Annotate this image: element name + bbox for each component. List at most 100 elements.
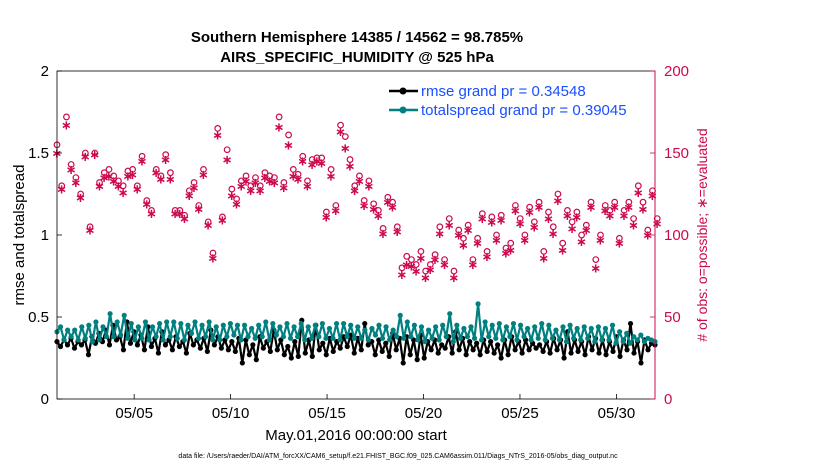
totalspread-point [482, 319, 488, 325]
totalspread-point [75, 337, 81, 343]
rmse-point [253, 357, 259, 363]
rmse-point [428, 347, 434, 353]
totalspread-point [553, 327, 559, 333]
totalspread-point [592, 339, 598, 345]
totalspread-point [263, 319, 269, 325]
obs-possible-point [242, 172, 250, 180]
obs-evaluated-point: ∗ [557, 243, 568, 258]
totalspread-point [503, 324, 509, 330]
totalspread-point [125, 335, 131, 341]
obs-possible-point [398, 264, 406, 272]
obs-evaluated-point: ∗ [567, 222, 578, 237]
rmse-point [362, 320, 368, 327]
totalspread-point [330, 335, 336, 341]
totalspread-point [588, 325, 594, 332]
obs-possible-point [601, 202, 609, 209]
obs-evaluated-point: ∗ [174, 207, 185, 222]
rmse-point [379, 348, 385, 355]
totalspread-point [634, 337, 640, 343]
totalspread-point [397, 312, 403, 318]
rmse-point [638, 360, 644, 366]
obs-evaluated-point: ∗ [335, 125, 346, 140]
obs-possible-point [171, 206, 179, 214]
totalspread-point [178, 320, 184, 327]
totalspread-point [581, 324, 587, 330]
obs-evaluated-point: ∗ [156, 173, 167, 188]
obs-possible-point [374, 206, 382, 214]
rmse-point [250, 342, 256, 348]
obs-evaluated-point: ∗ [623, 201, 634, 216]
rmse-point [162, 342, 169, 348]
obs-possible-point [275, 113, 283, 121]
obs-possible-point [408, 256, 415, 264]
obs-possible-point [578, 231, 586, 239]
obs-evaluated-point: ∗ [482, 250, 493, 265]
rmse-point [463, 352, 469, 358]
obs-evaluated-point: ∗ [553, 194, 564, 209]
obs-evaluated-point: ∗ [203, 219, 214, 234]
totalspread-point [309, 335, 315, 341]
y-ticks-right: 0 50 100 150 200 [650, 63, 689, 408]
obs-possible-point [483, 247, 491, 255]
obs-evaluated-point: ∗ [491, 233, 502, 248]
obs-evaluated-point: ∗ [236, 179, 247, 194]
totalspread-point [280, 334, 287, 340]
totalspread-point [195, 335, 202, 341]
obs-possible-point [507, 239, 515, 247]
totalspread-point [160, 337, 166, 343]
obs-evaluated-point: ∗ [430, 253, 441, 268]
x-tick-label: 05/20 [405, 405, 443, 422]
obs-possible-point [100, 169, 108, 177]
y-tick-label-right: 0 [664, 391, 672, 408]
totalspread-point [422, 339, 428, 345]
totalspread-point [107, 311, 113, 317]
totalspread-point [174, 335, 180, 341]
totalspread-point [606, 337, 612, 343]
rmse-point [386, 353, 392, 359]
totalspread-point [164, 319, 170, 325]
obs-possible-point [72, 174, 80, 182]
totalspread-point [571, 335, 577, 341]
rmse-point [491, 350, 497, 356]
rmse-point [540, 348, 546, 355]
obs-possible-point [327, 165, 335, 173]
obs-possible-point [304, 177, 311, 185]
rmse-point [134, 342, 141, 348]
obs-evaluated-point: ∗ [453, 229, 464, 244]
totalspread-point [295, 334, 301, 340]
rmse-point [589, 347, 595, 353]
obs-evaluated-point: ∗ [529, 220, 540, 235]
obs-evaluated-point: ∗ [122, 169, 133, 184]
obs-evaluated-point: ∗ [633, 186, 644, 201]
obs-possible-point [535, 198, 543, 206]
rmse-point [281, 352, 287, 358]
obs-possible-point [445, 215, 453, 223]
obs-evaluated-point: ∗ [269, 176, 280, 191]
obs-evaluated-point: ∗ [132, 183, 143, 198]
totalspread-point [287, 335, 294, 341]
totalspread-point [72, 327, 78, 333]
totalspread-point [348, 322, 354, 328]
totalspread-point [82, 335, 88, 341]
totalspread-point [471, 335, 478, 341]
rmse-point [71, 345, 78, 351]
totalspread-point [217, 337, 223, 343]
obs-evaluated-point: ∗ [75, 191, 86, 206]
legend-marker-totalspread [399, 106, 407, 114]
obs-evaluated-point: ∗ [283, 138, 294, 153]
rmse-point [505, 352, 511, 358]
rmse-point [442, 345, 448, 351]
obs-possible-point [606, 206, 614, 214]
obs-evaluated-point: ∗ [382, 196, 393, 211]
rmse-point [456, 347, 462, 353]
obs-evaluated-point: ∗ [198, 168, 209, 183]
obs-possible-point [337, 121, 344, 129]
rmse-line [56, 319, 656, 364]
obs-possible-point [502, 244, 510, 252]
totalspread-point [408, 334, 414, 340]
obs-evaluated-point: ∗ [118, 186, 129, 201]
obs-evaluated-point: ∗ [576, 235, 587, 250]
rmse-point [148, 343, 155, 350]
obs-possible-point [223, 146, 231, 154]
obs-evaluated-point: ∗ [245, 184, 256, 199]
